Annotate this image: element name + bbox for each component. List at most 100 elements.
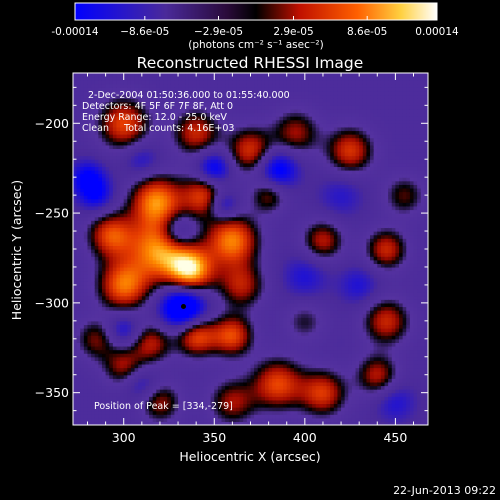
heatmap-cell xyxy=(116,418,120,422)
heatmap-cell xyxy=(247,403,251,407)
heatmap-cell xyxy=(193,84,197,88)
heatmap-cell xyxy=(225,396,229,400)
heatmap-cell xyxy=(200,317,204,321)
heatmap-cell xyxy=(164,378,168,382)
heatmap-cell xyxy=(214,77,218,81)
heatmap-cell xyxy=(214,306,218,310)
heatmap-cell xyxy=(207,181,211,185)
heatmap-cell xyxy=(142,217,146,221)
heatmap-cell xyxy=(77,292,81,296)
heatmap-cell xyxy=(156,267,160,271)
heatmap-cell xyxy=(98,159,102,163)
heatmap-cell xyxy=(153,152,157,156)
heatmap-cell xyxy=(185,317,189,321)
heatmap-cell xyxy=(73,123,77,127)
heatmap-cell xyxy=(77,181,81,185)
heatmap-cell xyxy=(153,192,157,196)
heatmap-cell xyxy=(160,332,164,336)
heatmap-cell xyxy=(164,138,168,142)
heatmap-cell xyxy=(254,385,258,389)
heatmap-cell xyxy=(91,231,95,235)
heatmap-cell xyxy=(164,328,168,332)
heatmap-cell xyxy=(207,303,211,307)
heatmap-cell xyxy=(247,224,251,228)
heatmap-cell xyxy=(207,342,211,346)
heatmap-cell xyxy=(145,393,149,397)
heatmap-cell xyxy=(189,263,193,267)
heatmap-cell xyxy=(106,170,110,174)
heatmap-cell xyxy=(135,371,139,375)
heatmap-cell xyxy=(80,217,84,221)
heatmap-cell xyxy=(116,177,120,181)
heatmap-cell xyxy=(167,357,171,361)
heatmap-cell xyxy=(207,396,211,400)
heatmap-cell xyxy=(211,371,215,375)
heatmap-cell xyxy=(211,389,215,393)
heatmap-cell xyxy=(156,289,160,293)
heatmap-cell xyxy=(164,364,168,368)
heatmap-cell xyxy=(84,231,88,235)
heatmap-cell xyxy=(124,378,128,382)
heatmap-cell xyxy=(171,285,175,289)
heatmap-cell xyxy=(207,224,211,228)
heatmap-cell xyxy=(98,350,102,354)
heatmap-cell xyxy=(178,156,182,160)
heatmap-cell xyxy=(174,238,178,242)
heatmap-cell xyxy=(236,267,240,271)
heatmap-cell xyxy=(254,342,258,346)
heatmap-cell xyxy=(80,296,84,300)
heatmap-cell xyxy=(131,152,135,156)
heatmap-cell xyxy=(247,177,251,181)
heatmap-cell xyxy=(149,303,153,307)
heatmap-cell xyxy=(178,368,182,372)
heatmap-cell xyxy=(87,278,91,282)
heatmap-cell xyxy=(145,342,149,346)
heatmap-cell xyxy=(185,364,189,368)
heatmap-cell xyxy=(178,281,182,285)
heatmap-cell xyxy=(243,357,247,361)
heatmap-cell xyxy=(185,339,189,343)
heatmap-cell xyxy=(109,174,113,178)
heatmap-cell xyxy=(243,317,247,321)
heatmap-cell xyxy=(124,199,128,203)
heatmap-cell xyxy=(135,148,139,152)
heatmap-cell xyxy=(174,310,178,314)
heatmap-cell xyxy=(189,368,193,372)
heatmap-cell xyxy=(113,238,117,242)
heatmap-cell xyxy=(135,378,139,382)
heatmap-cell xyxy=(229,360,233,364)
heatmap-cell xyxy=(167,353,171,357)
heatmap-cell xyxy=(135,199,139,203)
heatmap-cell xyxy=(251,274,255,278)
heatmap-cell xyxy=(116,389,120,393)
heatmap-cell xyxy=(211,163,215,167)
heatmap-cell xyxy=(138,213,142,217)
heatmap-cell xyxy=(113,378,117,382)
heatmap-cell xyxy=(84,245,88,249)
heatmap-cell xyxy=(80,224,84,228)
heatmap-cell xyxy=(98,152,102,156)
heatmap-cell xyxy=(142,170,146,174)
heatmap-cell xyxy=(135,156,139,160)
heatmap-cell xyxy=(207,245,211,249)
heatmap-cell xyxy=(196,256,200,260)
heatmap-cell xyxy=(254,285,258,289)
heatmap-cell xyxy=(207,213,211,217)
heatmap-cell xyxy=(84,199,88,203)
heatmap-cell xyxy=(98,260,102,264)
heatmap-cell xyxy=(225,371,229,375)
heatmap-cell xyxy=(185,350,189,354)
heatmap-cell xyxy=(160,324,164,328)
heatmap-cell xyxy=(138,242,142,246)
heatmap-cell xyxy=(106,346,110,350)
heatmap-cell xyxy=(95,227,99,231)
heatmap-cell xyxy=(91,335,95,339)
heatmap-cell xyxy=(214,303,218,307)
heatmap-cell xyxy=(131,321,135,325)
heatmap-cell xyxy=(153,177,157,181)
heatmap-cell xyxy=(247,245,251,249)
heatmap-cell xyxy=(102,263,106,267)
heatmap-cell xyxy=(232,141,236,145)
heatmap-cell xyxy=(149,292,153,296)
heatmap-cell xyxy=(200,134,204,138)
